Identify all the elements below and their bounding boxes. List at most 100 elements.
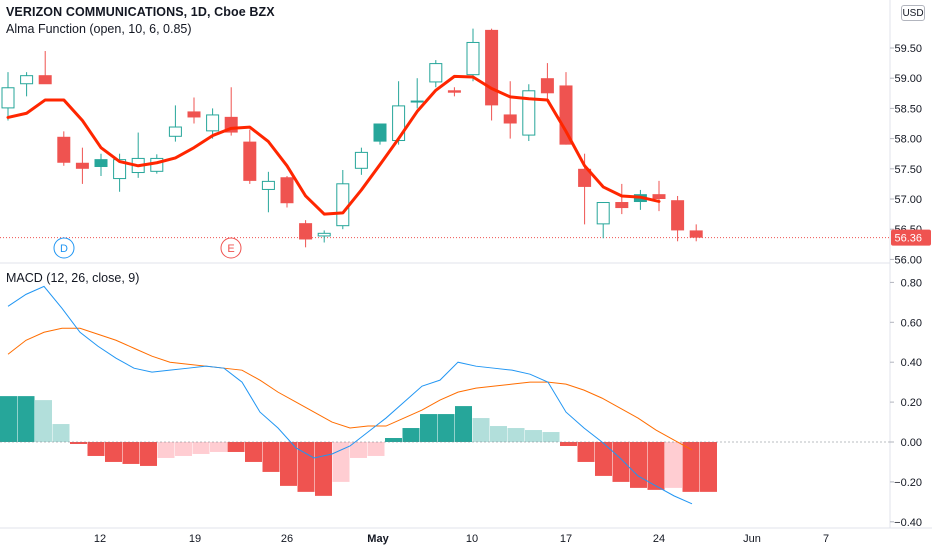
macd-histogram-bar — [560, 442, 577, 446]
candle-body — [113, 159, 127, 180]
candle-body — [466, 41, 480, 76]
macd-histogram-bar — [647, 442, 665, 490]
macd-histogram-bar — [297, 442, 315, 492]
macd-histogram-bar — [0, 396, 17, 442]
macd-histogram-bar — [192, 442, 210, 454]
macd-histogram-bar — [420, 414, 437, 442]
macd-histogram-bar — [140, 442, 157, 466]
macd-histogram-bar — [385, 438, 402, 442]
event-marker-letter[interactable]: E — [227, 243, 234, 255]
macd-histogram-bar — [525, 430, 542, 442]
macd-histogram-bar — [612, 442, 630, 482]
candle-body — [485, 29, 499, 106]
price-tick-label: 58.50 — [894, 103, 922, 115]
macd-histogram-bar — [17, 396, 35, 442]
macd-line — [7, 285, 693, 505]
macd-tick-label: −0.40 — [894, 517, 922, 529]
candle-body — [392, 105, 406, 142]
macd-signal-line — [7, 327, 693, 451]
price-tick-label: 56.00 — [894, 254, 922, 266]
candle-body — [75, 162, 89, 169]
candle-body — [578, 168, 592, 187]
candle-body — [410, 100, 424, 103]
macd-histogram-bar — [577, 442, 595, 462]
alma-line-group — [6, 74, 661, 216]
macd-histogram-bar — [700, 442, 717, 492]
macd-histogram-bar — [437, 414, 455, 442]
candle-body — [187, 111, 201, 118]
macd-histogram-bar — [472, 418, 490, 442]
macd-tick-label: 0.60 — [901, 317, 922, 329]
candle-body — [57, 136, 71, 163]
currency-badge[interactable]: USD — [901, 5, 925, 21]
candle-body — [20, 75, 34, 85]
macd-label[interactable]: MACD (12, 26, close, 9) — [6, 271, 140, 285]
candle-body — [1, 87, 15, 109]
macd-histogram-bar — [70, 442, 87, 444]
indicator-label[interactable]: Alma Function (open, 10, 6, 0.85) — [6, 22, 192, 36]
candle-body — [94, 159, 108, 167]
time-tick-label: Jun — [743, 533, 761, 545]
event-marker-letter[interactable]: D — [60, 243, 68, 255]
candle-body — [206, 114, 220, 132]
price-tick-label: 57.00 — [894, 194, 922, 206]
alma-line — [6, 74, 661, 216]
time-tick-label: 19 — [189, 533, 201, 545]
macd-histogram-bar — [490, 426, 507, 442]
macd-histogram-bar — [402, 428, 420, 442]
candle-body — [317, 232, 331, 237]
price-tick-label: 58.00 — [894, 134, 922, 146]
time-tick-label: May — [367, 533, 389, 545]
candle-body — [596, 202, 610, 225]
candle-body — [261, 180, 275, 190]
macd-histogram-bar — [665, 442, 682, 488]
price-tick-label: 59.00 — [894, 73, 922, 85]
macd-histogram-bar — [682, 442, 700, 492]
candle-body — [522, 90, 536, 136]
macd-histogram-bar — [332, 442, 350, 482]
time-tick-label: 24 — [653, 533, 665, 545]
macd-histogram-bar — [105, 442, 122, 462]
macd-histogram-bar — [175, 442, 192, 456]
time-tick-label: 26 — [281, 533, 293, 545]
candle-body — [168, 126, 182, 137]
macd-histogram-bar — [227, 442, 245, 452]
candle-body — [689, 230, 703, 238]
price-tick-label: 57.50 — [894, 164, 922, 176]
event-marker-circle[interactable] — [53, 237, 75, 259]
price-tick-label: 59.50 — [894, 43, 922, 55]
time-tick-label: 17 — [560, 533, 572, 545]
last-price-badge — [891, 229, 931, 246]
macd-histogram-bar — [35, 400, 52, 442]
macd-tick-label: 0.00 — [901, 437, 922, 449]
candle-body — [559, 85, 573, 145]
symbol-title: VERIZON COMMUNICATIONS, 1D, Cboe BZX — [6, 5, 275, 19]
macd-histogram-bar — [87, 442, 105, 456]
event-marker-circle[interactable] — [220, 237, 242, 259]
time-tick-label: 10 — [466, 533, 478, 545]
macd-histogram-bar — [245, 442, 262, 462]
candle-body — [447, 90, 461, 93]
macd-histogram-bar — [315, 442, 332, 496]
macd-histogram-bar — [122, 442, 140, 464]
time-tick-label: 7 — [823, 533, 829, 545]
macd-tick-label: 0.80 — [901, 277, 922, 289]
macd-histogram-bar — [52, 424, 70, 442]
macd-histogram-bar — [210, 442, 227, 452]
macd-histogram-bar — [595, 442, 612, 476]
candle-body — [373, 123, 387, 142]
axes — [0, 0, 932, 529]
macd-histogram-bar — [455, 406, 472, 442]
last-price-label: 56.36 — [894, 233, 922, 245]
candle-body — [354, 151, 368, 169]
candle-body — [503, 114, 517, 124]
candle-body — [671, 200, 685, 231]
candle-body — [652, 194, 666, 199]
candle-body — [540, 78, 554, 94]
macd-histogram-bar — [262, 442, 280, 472]
macd-group — [0, 285, 890, 505]
candle-body — [38, 75, 52, 85]
